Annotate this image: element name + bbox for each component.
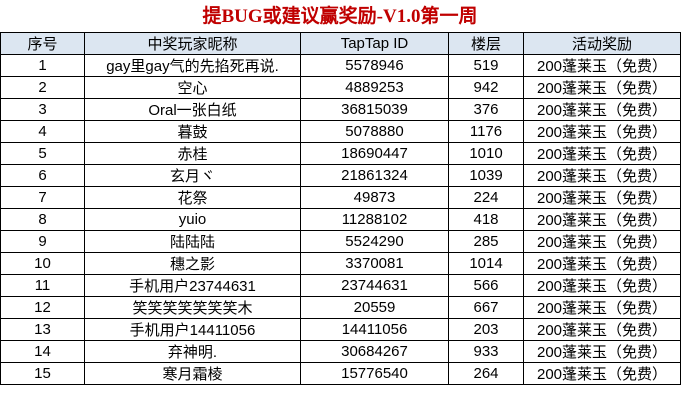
table-cell: 200蓬莱玉（免费） — [523, 252, 681, 275]
table-cell: 200蓬莱玉（免费） — [523, 186, 681, 209]
table-cell: 200蓬莱玉（免费） — [523, 76, 681, 99]
table-cell: 418 — [448, 208, 524, 231]
table-cell: 3370081 — [300, 252, 449, 275]
table-cell: 36815039 — [300, 98, 449, 121]
table-cell: 200蓬莱玉（免费） — [523, 362, 681, 385]
table-cell: Oral一张白纸 — [84, 98, 301, 121]
table-cell: 200蓬莱玉（免费） — [523, 230, 681, 253]
table-cell: 667 — [448, 296, 524, 319]
table-row: 13 手机用户14411056 14411056 203 200蓬莱玉（免费） — [0, 318, 681, 341]
table-cell: 11288102 — [300, 208, 449, 231]
table-cell: 23744631 — [300, 274, 449, 297]
table-cell: 1 — [0, 54, 85, 77]
table-cell: 4889253 — [300, 76, 449, 99]
table-cell: 暮鼓 — [84, 120, 301, 143]
table-cell: 1039 — [448, 164, 524, 187]
table-cell: 18690447 — [300, 142, 449, 165]
table-row: 11 手机用户23744631 23744631 566 200蓬莱玉（免费） — [0, 274, 681, 297]
table-cell: 14 — [0, 340, 85, 363]
table-cell: 3 — [0, 98, 85, 121]
table-cell: 12 — [0, 296, 85, 319]
table-cell: 200蓬莱玉（免费） — [523, 164, 681, 187]
table-cell: yuio — [84, 208, 301, 231]
table-cell: gay里gay气的先掐死再说. — [84, 54, 301, 77]
table-cell: 笑笑笑笑笑笑笑木 — [84, 296, 301, 319]
table-cell: 200蓬莱玉（免费） — [523, 208, 681, 231]
table-cell: 7 — [0, 186, 85, 209]
table-cell: 玄月ヾ — [84, 164, 301, 187]
table-cell: 6 — [0, 164, 85, 187]
table-row: 1 gay里gay气的先掐死再说. 5578946 519 200蓬莱玉（免费） — [0, 54, 681, 77]
table-cell: 2 — [0, 76, 85, 99]
table-cell: 203 — [448, 318, 524, 341]
table-row: 8 yuio 11288102 418 200蓬莱玉（免费） — [0, 208, 681, 231]
table-cell: 200蓬莱玉（免费） — [523, 274, 681, 297]
table-cell: 200蓬莱玉（免费） — [523, 340, 681, 363]
table-cell: 赤桂 — [84, 142, 301, 165]
table-cell: 4 — [0, 120, 85, 143]
table-row: 15 寒月霜棱 15776540 264 200蓬莱玉（免费） — [0, 362, 681, 385]
table-cell: 1176 — [448, 120, 524, 143]
table-cell: 49873 — [300, 186, 449, 209]
table-row: 10 穗之影 3370081 1014 200蓬莱玉（免费） — [0, 252, 681, 275]
header-cell: TapTap ID — [300, 32, 449, 55]
table-cell: 200蓬莱玉（免费） — [523, 54, 681, 77]
table-row: 12 笑笑笑笑笑笑笑木 20559 667 200蓬莱玉（免费） — [0, 296, 681, 319]
table-cell: 285 — [448, 230, 524, 253]
table-cell: 手机用户14411056 — [84, 318, 301, 341]
table-cell: 933 — [448, 340, 524, 363]
title: 提BUG或建议赢奖励-V1.0第一周 — [202, 6, 478, 27]
table-cell: 264 — [448, 362, 524, 385]
table-cell: 5578946 — [300, 54, 449, 77]
table-cell: 14411056 — [300, 318, 449, 341]
table-cell: 弃神明. — [84, 340, 301, 363]
table-cell: 519 — [448, 54, 524, 77]
table-cell: 30684267 — [300, 340, 449, 363]
table-cell: 15 — [0, 362, 85, 385]
table-cell: 21861324 — [300, 164, 449, 187]
winners-table: 序号 中奖玩家昵称 TapTap ID 楼层 活动奖励 1 gay里gay气的先掐死再说.… — [0, 32, 681, 385]
table-cell: 手机用户23744631 — [84, 274, 301, 297]
table-cell: 陆陆陆 — [84, 230, 301, 253]
table-cell: 寒月霜棱 — [84, 362, 301, 385]
table-row: 5 赤桂 18690447 1010 200蓬莱玉（免费） — [0, 142, 681, 165]
table-cell: 566 — [448, 274, 524, 297]
table-cell: 花祭 — [84, 186, 301, 209]
table-cell: 13 — [0, 318, 85, 341]
table-row: 9 陆陆陆 5524290 285 200蓬莱玉（免费） — [0, 230, 681, 253]
header-row: 序号 中奖玩家昵称 TapTap ID 楼层 活动奖励 — [0, 32, 681, 55]
table-cell: 200蓬莱玉（免费） — [523, 142, 681, 165]
table-row: 2 空心 4889253 942 200蓬莱玉（免费） — [0, 76, 681, 99]
table-cell: 200蓬莱玉（免费） — [523, 296, 681, 319]
table-cell: 224 — [448, 186, 524, 209]
table-cell: 20559 — [300, 296, 449, 319]
table-cell: 5524290 — [300, 230, 449, 253]
header-cell: 楼层 — [448, 32, 524, 55]
table-cell: 穗之影 — [84, 252, 301, 275]
table-cell: 10 — [0, 252, 85, 275]
header-cell: 序号 — [0, 32, 85, 55]
table-row: 4 暮鼓 5078880 1176 200蓬莱玉（免费） — [0, 120, 681, 143]
table-cell: 1014 — [448, 252, 524, 275]
header-cell: 中奖玩家昵称 — [84, 32, 301, 55]
header-cell: 活动奖励 — [523, 32, 681, 55]
table-cell: 8 — [0, 208, 85, 231]
table-cell: 942 — [448, 76, 524, 99]
table-cell: 200蓬莱玉（免费） — [523, 318, 681, 341]
table-cell: 9 — [0, 230, 85, 253]
table-cell: 空心 — [84, 76, 301, 99]
table-cell: 200蓬莱玉（免费） — [523, 98, 681, 121]
table-row: 3 Oral一张白纸 36815039 376 200蓬莱玉（免费） — [0, 98, 681, 121]
table-cell: 15776540 — [300, 362, 449, 385]
table-row: 14 弃神明. 30684267 933 200蓬莱玉（免费） — [0, 340, 681, 363]
table-cell: 376 — [448, 98, 524, 121]
table-row: 7 花祭 49873 224 200蓬莱玉（免费） — [0, 186, 681, 209]
table-cell: 5078880 — [300, 120, 449, 143]
table-cell: 11 — [0, 274, 85, 297]
table-row: 6 玄月ヾ 21861324 1039 200蓬莱玉（免费） — [0, 164, 681, 187]
table-cell: 1010 — [448, 142, 524, 165]
table-cell: 5 — [0, 142, 85, 165]
table-cell: 200蓬莱玉（免费） — [523, 120, 681, 143]
